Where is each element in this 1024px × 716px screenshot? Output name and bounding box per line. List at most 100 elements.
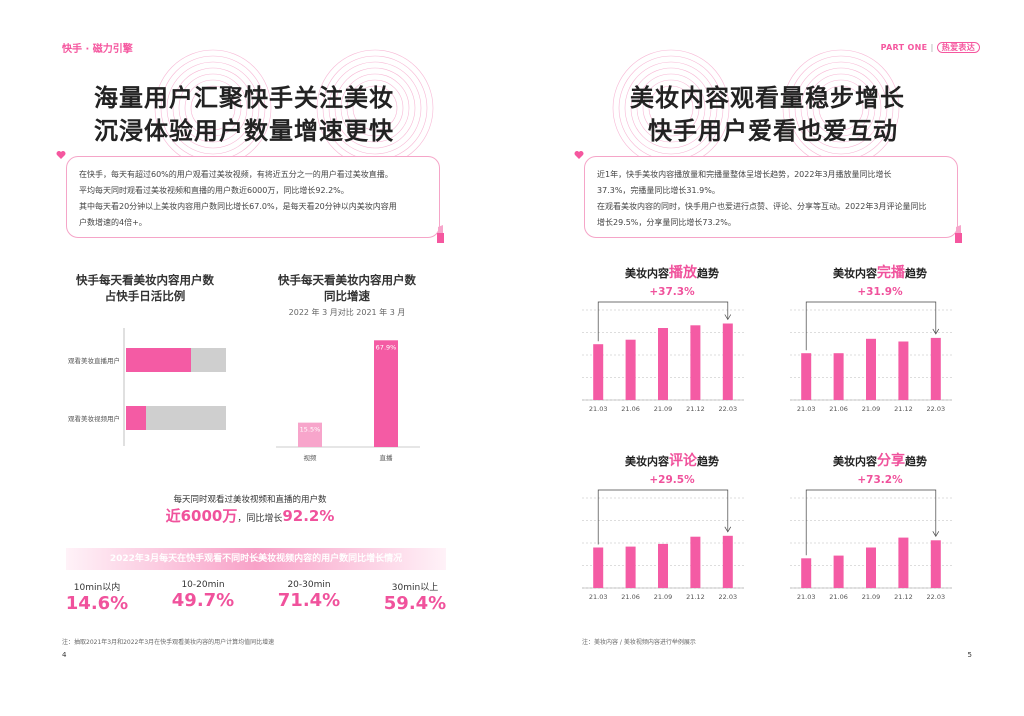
- trend-category-label: 21.03: [589, 405, 608, 413]
- chart2-category-label: 直播: [380, 453, 394, 462]
- trend-chart-title: 美妆内容完播趋势: [780, 262, 980, 282]
- stat-value: 49.7%: [171, 590, 235, 611]
- chart1-bar-share: [126, 406, 146, 430]
- intro-line: 在观看美妆内容的同时，快手用户也爱进行点赞、评论、分享等互动。2022年3月评论…: [597, 202, 927, 211]
- trend-category-label: 21.12: [686, 593, 705, 601]
- stat-item: 30min以上 59.4%: [370, 580, 460, 614]
- trend-bar: [593, 344, 604, 400]
- intro-line: 其中每天看20分钟以上美妆内容用户数同比增长67.0%，是每天看20分钟以内美妆…: [79, 202, 397, 211]
- intro-line: 近1年，快手美妆内容播放量和完播量整体呈增长趋势，2022年3月播放量同比增长: [597, 170, 892, 179]
- intro-textbox: 近1年，快手美妆内容播放量和完播量整体呈增长趋势，2022年3月播放量同比增长 …: [584, 156, 958, 238]
- trend-bar-chart: 21.03 21.06 21.09 21.12 22.03: [790, 489, 952, 601]
- headline-line: 沉浸体验用户数量增速更快: [94, 117, 394, 145]
- duration-banner: 2022年3月每天在快手观看不同时长美妆视频内容的用户数同比增长情况: [66, 548, 446, 570]
- trend-bar: [833, 555, 844, 588]
- trend-bar: [625, 546, 636, 588]
- trend-title-suffix: 趋势: [905, 267, 927, 280]
- trend-category-label: 21.03: [797, 405, 816, 413]
- lipstick-icon: [955, 225, 962, 243]
- trend-title-highlight: 分享: [877, 453, 905, 469]
- chart2-subtitle: 2022 年 3 月对比 2021 年 3 月: [288, 308, 406, 317]
- trend-chart-title: 美妆内容评论趋势: [572, 450, 772, 470]
- trend-chart-title: 美妆内容分享趋势: [780, 450, 980, 470]
- trend-growth-label: +31.9%: [857, 286, 903, 298]
- trend-title-suffix: 趋势: [905, 455, 927, 468]
- trend-bar: [690, 325, 701, 400]
- trend-bar-chart: 21.03 21.06 21.09 21.12 22.03: [582, 301, 744, 413]
- chart2-bar-chart: 15.5% 视频 67.9% 直播: [276, 340, 420, 462]
- trend-category-label: 21.12: [894, 405, 913, 413]
- trend-bar-chart: 21.03 21.06 21.09 21.12 22.03: [790, 301, 952, 413]
- decorative-rings: [612, 49, 730, 167]
- decorative-rings: [782, 49, 900, 167]
- trend-bar: [690, 536, 701, 588]
- trend-bar: [658, 328, 668, 400]
- trend-chart: 美妆内容评论趋势 +29.5% 21.03 21.06 21.09 21.12 22.03: [572, 450, 772, 606]
- trend-growth-bracket: [805, 301, 937, 351]
- trend-category-label: 21.06: [621, 593, 640, 601]
- trend-title-suffix: 趋势: [697, 267, 719, 280]
- summary-growth: 92.2%: [282, 507, 335, 525]
- trend-category-label: 22.03: [718, 593, 737, 601]
- trend-title-prefix: 美妆内容: [625, 455, 669, 468]
- trend-growth-bracket: [805, 489, 937, 556]
- trend-bar: [593, 547, 604, 588]
- trend-growth-bracket: [597, 489, 729, 545]
- page-number: 4: [62, 651, 67, 659]
- intro-line: 增长29.5%，分享量同比增长73.2%。: [597, 218, 736, 227]
- heart-icon: [574, 151, 584, 159]
- intro-line: 在快手，每天有超过60%的用户观看过美妆视频，有将近五分之一的用户看过美妆直播。: [79, 170, 393, 179]
- trend-title-prefix: 美妆内容: [833, 455, 877, 468]
- stat-label: 30min以上: [391, 583, 439, 593]
- trend-category-label: 22.03: [926, 405, 945, 413]
- stat-value: 59.4%: [383, 593, 447, 614]
- headline-line: 快手用户爱看也爱互动: [648, 117, 898, 145]
- trend-bar: [722, 323, 733, 400]
- stat-label: 10-20min: [181, 580, 225, 590]
- trend-bar: [930, 337, 941, 400]
- summary-connector: ，同比增长: [237, 514, 283, 524]
- trend-category-label: 22.03: [718, 405, 737, 413]
- trend-chart: 美妆内容分享趋势 +73.2% 21.03 21.06 21.09 21.12 22.03: [780, 450, 980, 606]
- trend-title-highlight: 完播: [877, 265, 905, 281]
- summary-line: 每天同时观看过美妆视频和直播的用户数: [173, 495, 327, 505]
- trend-bar: [625, 339, 636, 400]
- trend-arrow-head: [932, 328, 940, 335]
- trend-title-prefix: 美妆内容: [833, 267, 877, 280]
- decorative-rings: [316, 49, 434, 167]
- stat-item: 10-20min 49.7%: [158, 580, 248, 614]
- trend-growth-bracket: [597, 301, 729, 342]
- footnote: 注：美妆内容 / 美妆视频内容进行举例展示: [582, 639, 696, 646]
- stat-label: 20-30min: [287, 580, 331, 590]
- trend-bar: [866, 547, 876, 588]
- part-tag: 热爱表达: [936, 42, 980, 53]
- chart1-title: 快手每天看美妆内容用户数 占快手日活比例: [60, 272, 230, 304]
- heart-icon: [56, 151, 66, 159]
- chart1-row-label: 观看美妆视频用户: [68, 414, 120, 423]
- brand-logo: 快手 · 磁力引擎: [62, 44, 133, 55]
- trend-title-suffix: 趋势: [697, 455, 719, 468]
- summary-stats: 近6000万，同比增长92.2%: [120, 505, 380, 526]
- trend-title-prefix: 美妆内容: [625, 267, 669, 280]
- trend-arrow-head: [932, 531, 940, 537]
- intro-line: 平均每天同时观看过美妆视频和直播的用户数近6000万，同比增长92.2%。: [79, 186, 349, 195]
- chart2-category-label: 视频: [304, 453, 318, 462]
- footnote: 注：抽取2021年3月和2022年3月在快手观看美妆内容的用户计算均值同比增速: [62, 639, 275, 646]
- trend-bar: [801, 558, 812, 588]
- trend-bar: [833, 353, 844, 400]
- trend-category-label: 21.06: [621, 405, 640, 413]
- chart1-title-line: 占快手日活比例: [104, 289, 186, 303]
- chart1-bar-share: [126, 348, 191, 372]
- trend-growth-label: +37.3%: [649, 286, 695, 298]
- trend-bar: [801, 353, 812, 400]
- trend-category-label: 22.03: [926, 593, 945, 601]
- trend-title-highlight: 评论: [669, 453, 697, 469]
- intro-line: 户数增速的4倍+。: [79, 218, 147, 227]
- trend-bar: [898, 537, 909, 588]
- part-label: PART ONE | 热爱表达: [881, 42, 980, 53]
- trend-category-label: 21.09: [654, 593, 673, 601]
- chart1-title-line: 快手每天看美妆内容用户数: [76, 273, 214, 287]
- headline-line: 海量用户汇聚快手关注美妆: [94, 84, 394, 112]
- duration-stats: 10min以内 14.6% 10-20min 49.7% 20-30min 71.4%…: [52, 580, 460, 614]
- chart2-title: 快手每天看美妆内容用户数 同比增速: [262, 272, 432, 304]
